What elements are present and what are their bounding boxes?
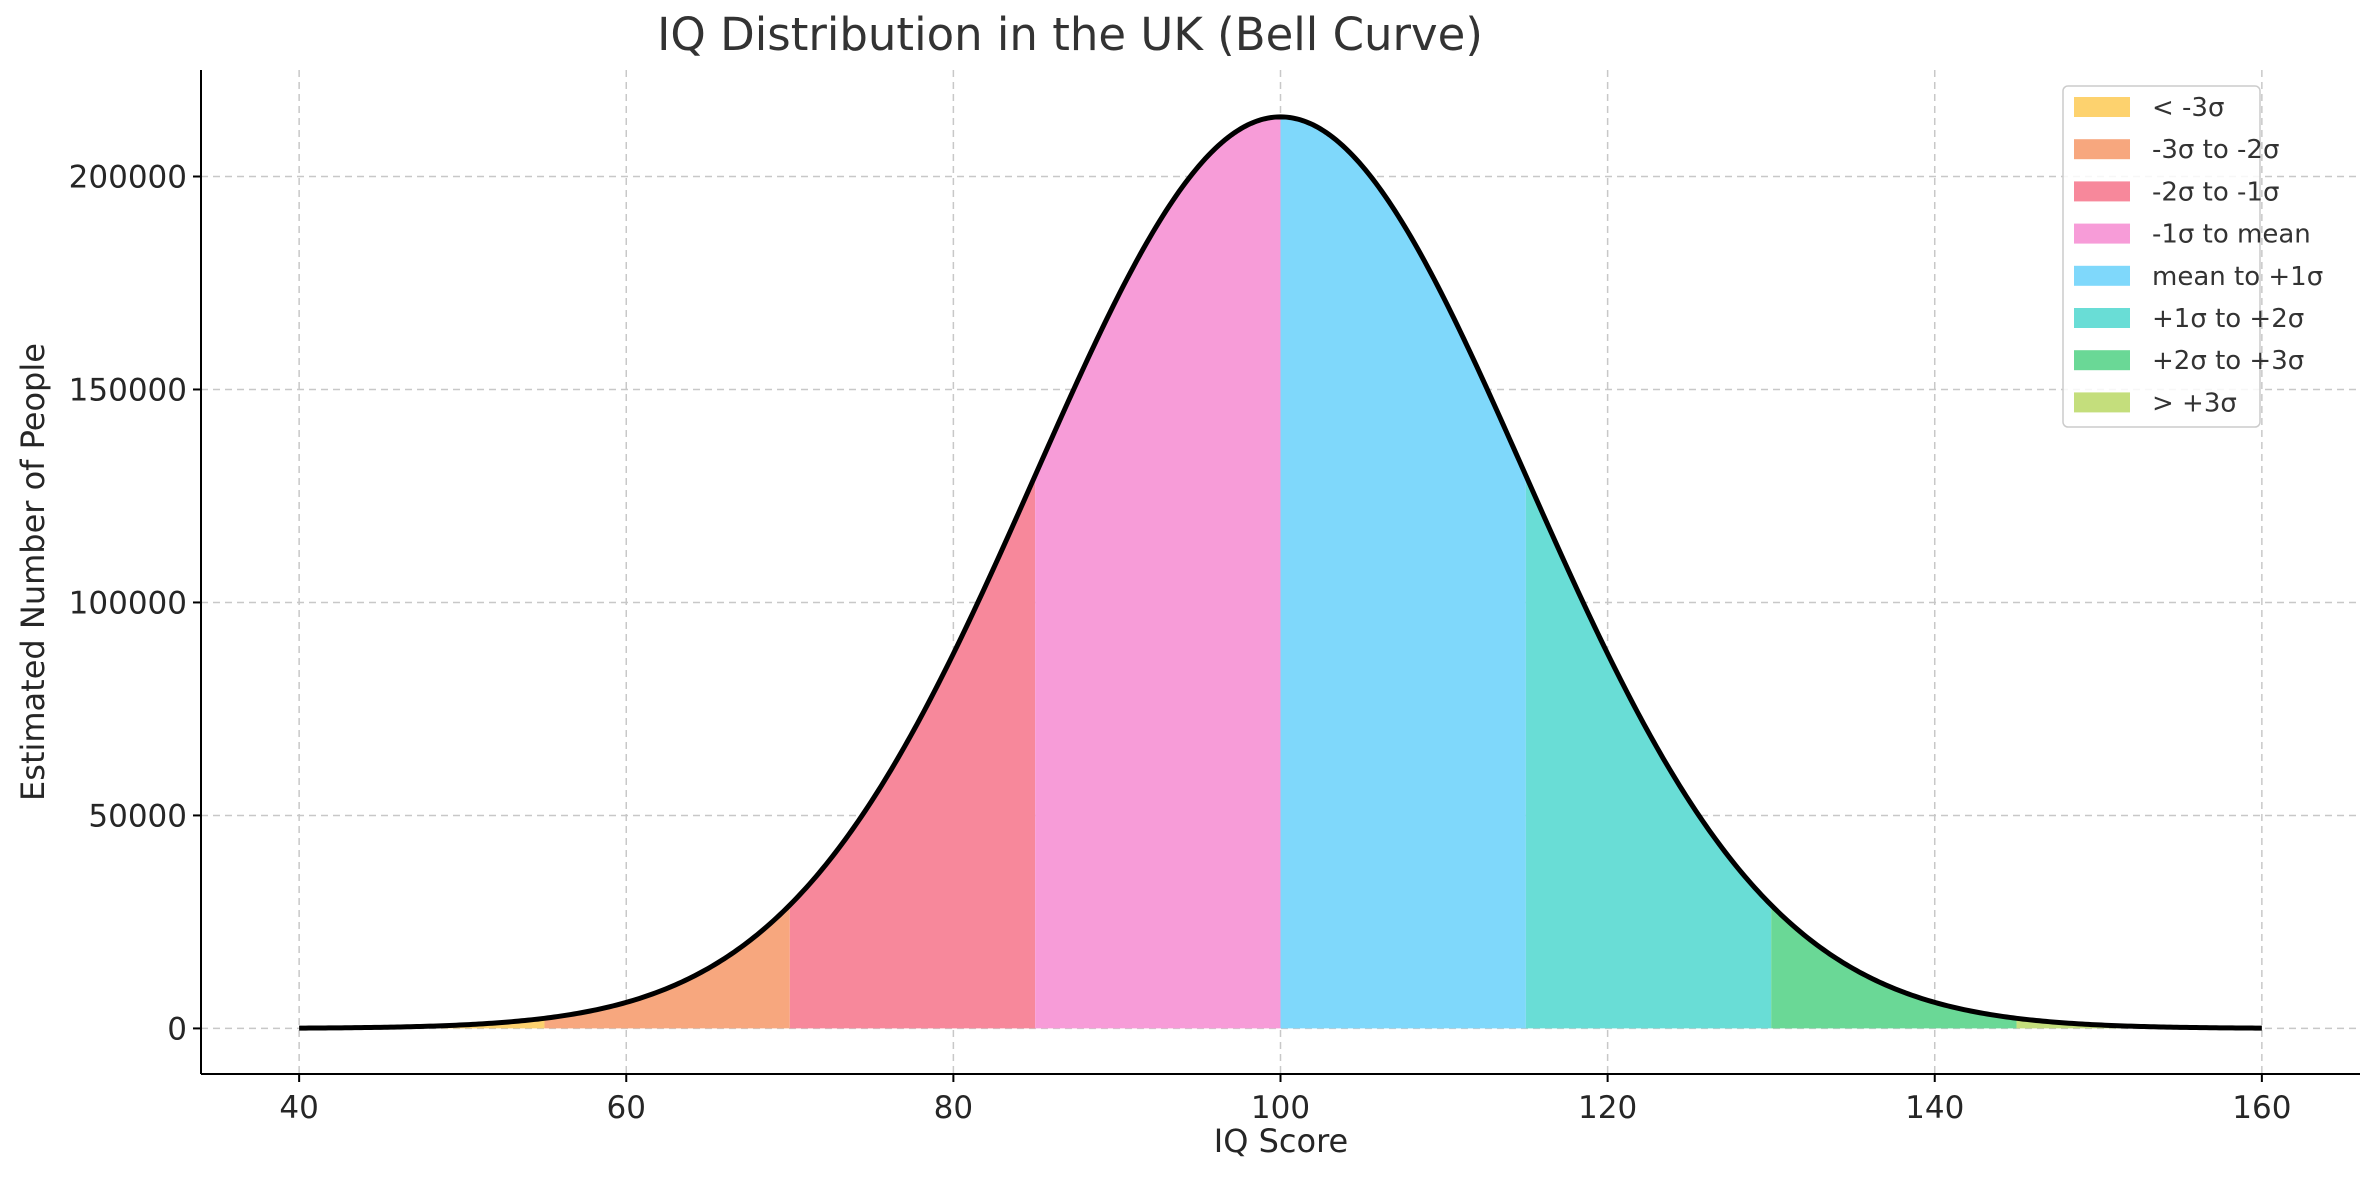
legend-label: > +3σ <box>2152 388 2237 418</box>
y-axis-label: Estimated Number of People <box>14 343 52 801</box>
x-tick-label: 80 <box>934 1090 973 1126</box>
band-area <box>1280 116 1526 1029</box>
legend-swatch <box>2074 97 2130 117</box>
band-areas <box>299 116 2262 1029</box>
chart-title: IQ Distribution in the UK (Bell Curve) <box>657 8 1483 61</box>
legend: < -3σ -3σ to -2σ -2σ to -1σ -1σ to mean mean… <box>2062 85 2323 428</box>
x-tick-label: 60 <box>607 1090 646 1126</box>
legend-label: +2σ to +3σ <box>2152 346 2304 376</box>
y-tick-label: 200000 <box>69 159 187 195</box>
y-tick-label: 150000 <box>69 372 187 408</box>
x-ticks: 40 60 80 100 120 140 160 <box>279 1074 2291 1126</box>
x-tick-label: 140 <box>1905 1090 1964 1126</box>
legend-swatch <box>2074 139 2130 160</box>
legend-label: -3σ to -2σ <box>2152 135 2279 165</box>
x-axis-label: IQ Score <box>1214 1122 1348 1160</box>
legend-items: < -3σ -3σ to -2σ -2σ to -1σ -1σ to mean mean… <box>2074 93 2323 418</box>
x-tick-label: 120 <box>1578 1090 1637 1126</box>
legend-swatch <box>2074 392 2130 413</box>
band-area <box>1771 905 2017 1029</box>
y-tick-label: 100000 <box>69 585 187 621</box>
legend-swatch <box>2074 308 2130 328</box>
x-tick-label: 100 <box>1251 1090 1310 1126</box>
y-tick-label: 50000 <box>88 798 187 834</box>
legend-label: -2σ to -1σ <box>2152 177 2279 207</box>
x-tick-label: 40 <box>279 1090 318 1126</box>
legend-swatch <box>2074 265 2130 286</box>
legend-swatch <box>2074 223 2130 244</box>
band-area <box>544 905 790 1029</box>
legend-label: mean to +1σ <box>2152 262 2323 292</box>
x-tick-label: 160 <box>2232 1090 2291 1126</box>
y-tick-label: 0 <box>167 1011 187 1047</box>
legend-swatch <box>2074 350 2130 371</box>
legend-label: < -3σ <box>2152 93 2224 123</box>
legend-label: +1σ to +2σ <box>2152 304 2304 334</box>
legend-label: -1σ to mean <box>2152 220 2311 250</box>
band-area <box>1035 116 1281 1029</box>
bell-curve-line <box>299 114 2262 1031</box>
legend-swatch <box>2074 181 2130 202</box>
legend-box <box>2062 85 2261 428</box>
y-ticks: 0 50000 100000 150000 200000 <box>69 159 201 1047</box>
